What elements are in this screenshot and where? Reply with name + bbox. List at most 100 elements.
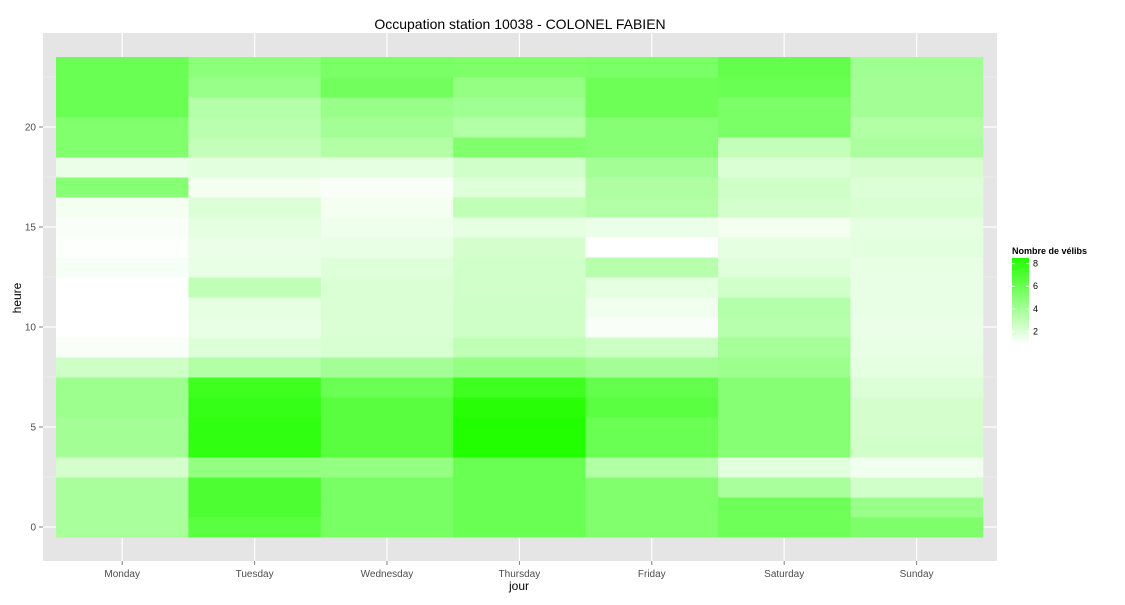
heatmap-cell xyxy=(56,457,189,478)
heatmap-cell xyxy=(850,397,984,418)
legend: 2 4 6 8 xyxy=(1012,258,1038,345)
x-tick-label: Sunday xyxy=(900,569,934,580)
heatmap-cell xyxy=(56,177,189,198)
heatmap-cell xyxy=(56,157,189,178)
legend-tick-label: 6 xyxy=(1033,281,1038,291)
heatmap-cell xyxy=(585,417,719,438)
heatmap-cell xyxy=(850,197,984,218)
heatmap-cell xyxy=(585,377,719,398)
y-tick-label: 10 xyxy=(25,323,37,334)
x-tick-label: Thursday xyxy=(499,569,541,580)
heatmap-cell xyxy=(320,277,454,298)
heatmap-cell xyxy=(56,417,189,438)
heatmap-cell xyxy=(850,257,984,278)
heatmap-cell xyxy=(453,417,587,438)
heatmap-cell xyxy=(453,97,587,118)
heatmap-cell xyxy=(850,177,984,198)
heatmap-cell xyxy=(320,157,454,178)
heatmap-cell xyxy=(56,497,189,518)
heatmap-cell xyxy=(56,377,189,398)
heatmap-cell xyxy=(188,97,322,118)
heatmap-cell xyxy=(718,377,851,398)
heatmap-cell xyxy=(718,397,851,418)
heatmap-cell xyxy=(320,477,454,498)
y-tick-label: 5 xyxy=(30,423,36,434)
heatmap-cell xyxy=(718,477,851,498)
heatmap-cell xyxy=(188,477,322,498)
heatmap-cell xyxy=(718,157,851,178)
heatmap-cell xyxy=(320,217,454,238)
heatmap-cell xyxy=(718,317,851,338)
heatmap-cell xyxy=(320,457,454,478)
heatmap-cell xyxy=(718,237,851,258)
heatmap-cell xyxy=(585,137,719,158)
heatmap-cell xyxy=(188,317,322,338)
heatmap-cell xyxy=(188,437,322,458)
heatmap-cell xyxy=(585,97,719,118)
heatmap-cell xyxy=(320,497,454,518)
heatmap-cell xyxy=(453,157,587,178)
heatmap-cell xyxy=(56,297,189,318)
heatmap-cell xyxy=(453,377,587,398)
heatmap-cell xyxy=(850,357,984,378)
heatmap-cell xyxy=(850,377,984,398)
heatmap-cell xyxy=(585,337,719,358)
heatmap-cell xyxy=(188,517,322,538)
heatmap-cell xyxy=(585,357,719,378)
x-tick-label: Tuesday xyxy=(236,569,274,580)
heatmap-cell xyxy=(188,397,322,418)
heatmap-cell xyxy=(585,177,719,198)
x-tick-label: Monday xyxy=(104,569,140,580)
heatmap-cell xyxy=(718,357,851,378)
heatmap-cell xyxy=(850,137,984,158)
heatmap-cell xyxy=(320,257,454,278)
heatmap-cell xyxy=(56,357,189,378)
y-axis-label: heure xyxy=(10,282,24,313)
heatmap-cell xyxy=(188,197,322,218)
heatmap-cell xyxy=(453,517,587,538)
heatmap-cell xyxy=(718,517,851,538)
legend-colorbar xyxy=(1012,258,1029,345)
heatmap-cell xyxy=(188,357,322,378)
heatmap-cell xyxy=(453,397,587,418)
heatmap-cell xyxy=(320,177,454,198)
heatmap-cell xyxy=(56,237,189,258)
heatmap-cell xyxy=(585,437,719,458)
heatmap-cell xyxy=(585,517,719,538)
heatmap-cell xyxy=(453,277,587,298)
heatmap-cell xyxy=(850,217,984,238)
heatmap-cell xyxy=(453,257,587,278)
heatmap-cell xyxy=(718,77,851,98)
heatmap-cell xyxy=(320,317,454,338)
y-tick-label: 15 xyxy=(25,223,37,234)
heatmap-cell xyxy=(585,297,719,318)
heatmap-cell xyxy=(56,397,189,418)
heatmap-cell xyxy=(453,297,587,318)
heatmap-cell xyxy=(56,137,189,158)
heatmap-cell xyxy=(188,237,322,258)
heatmap-cell xyxy=(320,517,454,538)
heatmap-cell xyxy=(585,117,719,138)
heatmap-cell xyxy=(188,337,322,358)
heatmap-cell xyxy=(850,477,984,498)
heatmap-cell xyxy=(320,197,454,218)
heatmap-cell xyxy=(718,337,851,358)
legend-title: Nombre de vélibs xyxy=(1012,246,1087,256)
heatmap-cell xyxy=(320,57,454,78)
heatmap-cell xyxy=(718,197,851,218)
heatmap-cell xyxy=(718,417,851,438)
heatmap-cell xyxy=(585,57,719,78)
x-tick-label: Friday xyxy=(638,569,666,580)
heatmap-cell xyxy=(718,437,851,458)
heatmap-cell xyxy=(453,497,587,518)
heatmap-cell xyxy=(56,97,189,118)
heatmap-cell xyxy=(56,437,189,458)
heatmap-cell xyxy=(718,117,851,138)
heatmap-cell xyxy=(718,257,851,278)
heatmap-cell xyxy=(850,57,984,78)
heatmap-cell xyxy=(188,457,322,478)
heatmap-cell xyxy=(585,457,719,478)
heatmap-cell xyxy=(320,337,454,358)
legend-tick-label: 4 xyxy=(1033,304,1038,314)
